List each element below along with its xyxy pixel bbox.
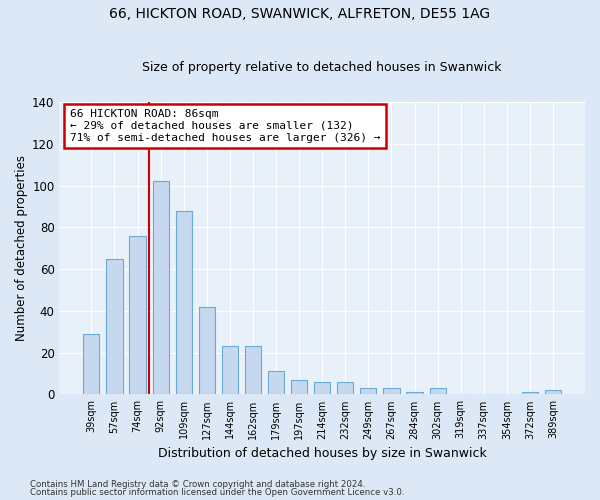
Bar bbox=[430, 388, 446, 394]
Text: 66, HICKTON ROAD, SWANWICK, ALFRETON, DE55 1AG: 66, HICKTON ROAD, SWANWICK, ALFRETON, DE… bbox=[109, 8, 491, 22]
Bar bbox=[152, 182, 169, 394]
Bar bbox=[291, 380, 307, 394]
Bar bbox=[130, 236, 146, 394]
Bar bbox=[545, 390, 561, 394]
Bar bbox=[176, 210, 192, 394]
Bar bbox=[245, 346, 261, 395]
Bar bbox=[383, 388, 400, 394]
Bar bbox=[337, 382, 353, 394]
Bar bbox=[83, 334, 100, 394]
Text: Contains public sector information licensed under the Open Government Licence v3: Contains public sector information licen… bbox=[30, 488, 404, 497]
Title: Size of property relative to detached houses in Swanwick: Size of property relative to detached ho… bbox=[142, 62, 502, 74]
Bar bbox=[268, 372, 284, 394]
Bar bbox=[222, 346, 238, 395]
Text: 66 HICKTON ROAD: 86sqm
← 29% of detached houses are smaller (132)
71% of semi-de: 66 HICKTON ROAD: 86sqm ← 29% of detached… bbox=[70, 110, 380, 142]
Bar bbox=[522, 392, 538, 394]
Bar bbox=[406, 392, 422, 394]
Text: Contains HM Land Registry data © Crown copyright and database right 2024.: Contains HM Land Registry data © Crown c… bbox=[30, 480, 365, 489]
Bar bbox=[106, 258, 122, 394]
Y-axis label: Number of detached properties: Number of detached properties bbox=[15, 155, 28, 341]
X-axis label: Distribution of detached houses by size in Swanwick: Distribution of detached houses by size … bbox=[158, 447, 487, 460]
Bar bbox=[314, 382, 330, 394]
Bar bbox=[360, 388, 376, 394]
Bar bbox=[199, 306, 215, 394]
